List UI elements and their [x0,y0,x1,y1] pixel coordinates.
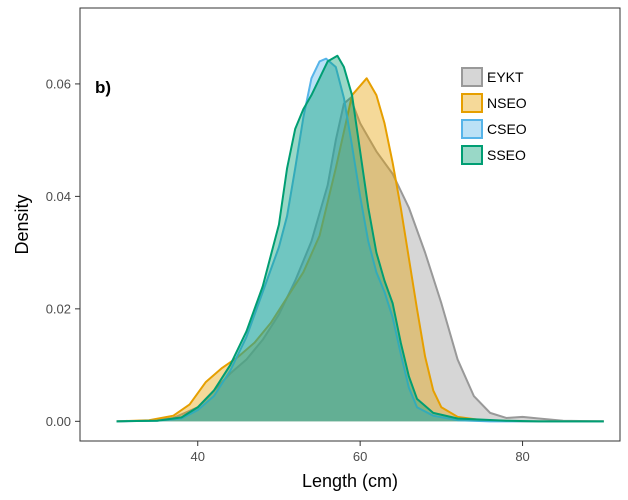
legend-swatch-eykt [461,67,483,87]
y-tick-label: 0.00 [46,414,71,429]
density-area-cseo [116,58,604,422]
x-axis-title: Length (cm) [302,471,398,491]
y-tick-label: 0.06 [46,76,71,91]
legend-swatch-cseo [461,119,483,139]
legend-swatch-nseo [461,93,483,113]
density-area-nseo [116,78,604,422]
panel-label: b) [95,78,111,97]
density-area-eykt [116,97,604,422]
density-curves [116,54,604,423]
density-line-sseo [116,54,604,423]
legend-label-cseo: CSEO [487,121,527,137]
density-line-cseo [116,57,604,423]
x-tick-label: 60 [353,449,367,464]
legend-key-bg [461,93,483,113]
legend: EYKT NSEO CSEO SSEO [461,67,527,165]
legend-label-eykt: EYKT [487,69,524,85]
legend-key-bg [461,119,483,139]
density-line-nseo [116,77,604,423]
x-tick-label: 40 [191,449,205,464]
legend-label-sseo: SSEO [487,147,526,163]
legend-key-bg [461,67,483,87]
axis-ticks: 40 60 80 0.00 0.02 0.04 0.06 [46,76,530,464]
plot-panel-border [79,7,621,442]
legend-key-bg [461,145,483,165]
y-tick-label: 0.02 [46,301,71,316]
x-tick-label: 80 [515,449,529,464]
legend-swatch-sseo [461,145,483,165]
legend-label-nseo: NSEO [487,95,527,111]
y-tick-label: 0.04 [46,189,71,204]
density-area-sseo [116,55,604,422]
y-axis-title: Density [12,194,32,254]
